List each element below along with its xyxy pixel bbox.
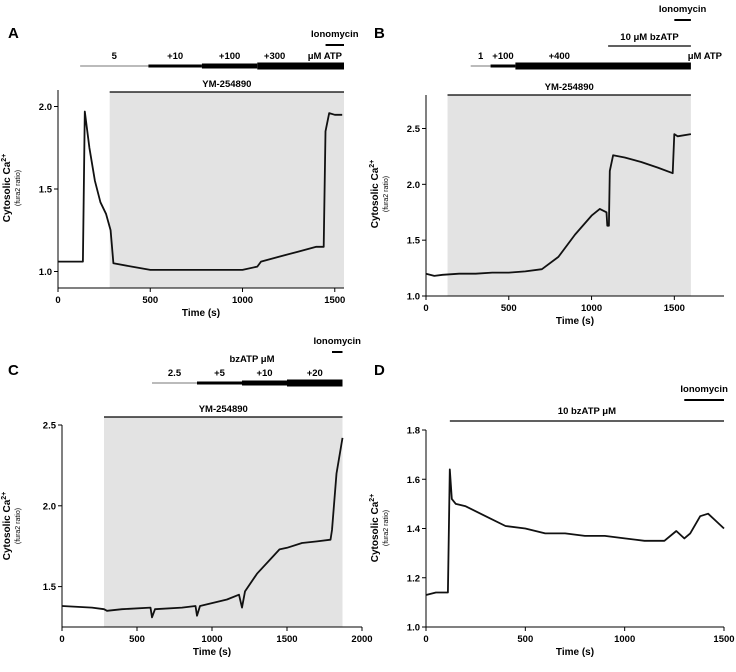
agonist-label: +20 <box>307 368 323 379</box>
x-tick-label: 1500 <box>664 303 685 314</box>
panel-b: B YM-254890 0 500 1000 1500 1.0 1.5 2.0 2.5 Time (… <box>369 4 724 327</box>
x-tick-label: 500 <box>501 303 517 314</box>
y-tick-label: 1.0 <box>39 267 52 278</box>
x-tick-label: 0 <box>423 634 428 645</box>
x-tick-label: 0 <box>59 634 64 645</box>
calcium-trace <box>58 110 343 271</box>
x-tick-label: 1500 <box>713 634 734 645</box>
panel-c: C YM-254890 0 500 1000 1500 2000 1.5 2.0 2.5 Time … <box>1 336 373 658</box>
y-tick-label: 1.6 <box>407 475 420 486</box>
y-tick-label: 1.5 <box>39 185 53 196</box>
y-tick-label: 1.8 <box>407 426 420 437</box>
x-tick-label: 0 <box>55 295 60 306</box>
y-tick-label: 1.4 <box>407 524 421 535</box>
y-axis-title: Cytosolic Ca2+ <box>1 492 13 561</box>
agonist-label: +100 <box>492 51 513 62</box>
agonist-label: 10 bzATP μM <box>558 406 616 417</box>
y-tick-label: 1.0 <box>407 292 420 303</box>
x-tick-label: 1000 <box>581 303 602 314</box>
panel-letter: B <box>374 25 385 42</box>
ionomycin-label: Ionomycin <box>659 4 707 15</box>
x-tick-label: 0 <box>423 303 428 314</box>
agonist-label: +5 <box>214 368 226 379</box>
y-axis-subtitle: (fura2 ratio) <box>15 170 22 206</box>
inhibitor-label: YM-254890 <box>545 82 594 93</box>
y-axis-title: Cytosolic Ca2+ <box>369 494 381 563</box>
y-axis-subtitle: (fura2 ratio) <box>383 176 390 212</box>
inhibitor-label: YM-254890 <box>199 404 248 415</box>
panel-letter: A <box>8 25 19 42</box>
y-tick-label: 1.5 <box>407 236 421 247</box>
x-axis-title: Time (s) <box>182 308 220 319</box>
agonist-label: 5 <box>112 51 118 62</box>
x-tick-label: 1000 <box>201 634 222 645</box>
inhibitor-label: YM-254890 <box>202 79 251 90</box>
bzatp-label: 10 μM bzATP <box>620 32 679 43</box>
x-tick-label: 1000 <box>614 634 635 645</box>
shaded-region <box>104 417 343 627</box>
y-tick-label: 2.0 <box>39 102 52 113</box>
shaded-region <box>447 95 691 296</box>
y-tick-label: 1.0 <box>407 623 420 634</box>
ionomycin-label: Ionomycin <box>313 336 361 347</box>
calcium-trace <box>61 437 344 619</box>
y-tick-label: 2.0 <box>407 180 420 191</box>
agonist-label: 2.5 <box>168 368 182 379</box>
x-tick-label: 2000 <box>351 634 372 645</box>
y-axis-subtitle: (fura2 ratio) <box>383 510 390 546</box>
y-tick-label: 1.5 <box>43 582 57 593</box>
agonist-label: 1 <box>478 51 484 62</box>
y-axis-subtitle: (fura2 ratio) <box>15 508 22 544</box>
panel-letter: D <box>374 362 385 379</box>
y-axis-title: Cytosolic Ca2+ <box>1 154 13 223</box>
agonist-unit-label: μM ATP <box>688 51 723 62</box>
agonist-label: +100 <box>219 51 240 62</box>
panel-a: A YM-254890 0 500 1000 1500 1.0 1.5 2.0 Time (s) C… <box>1 25 359 319</box>
y-tick-label: 1.2 <box>407 573 420 584</box>
ionomycin-label: Ionomycin <box>680 384 728 395</box>
x-tick-label: 1500 <box>276 634 297 645</box>
x-axis-title: Time (s) <box>556 316 594 327</box>
x-tick-label: 500 <box>517 634 533 645</box>
shaded-region <box>109 92 344 288</box>
x-axis-title: Time (s) <box>193 647 231 658</box>
agonist-label: +300 <box>264 51 285 62</box>
y-tick-label: 2.0 <box>43 501 56 512</box>
panel-d: D 0 500 1000 1500 1.0 1.2 1.4 1.6 1.8 Time (s) Cyto… <box>369 362 735 658</box>
y-tick-label: 2.5 <box>43 421 57 432</box>
agonist-title: bzATP μM <box>229 354 274 365</box>
calcium-trace <box>425 133 692 277</box>
x-tick-label: 500 <box>129 634 145 645</box>
y-tick-label: 2.5 <box>407 124 421 135</box>
x-tick-label: 1500 <box>324 295 345 306</box>
panel-letter: C <box>8 362 19 379</box>
agonist-label: +400 <box>549 51 570 62</box>
x-tick-label: 1000 <box>232 295 253 306</box>
agonist-label: +10 <box>256 368 272 379</box>
y-axis-title: Cytosolic Ca2+ <box>369 160 381 229</box>
ionomycin-label: Ionomycin <box>311 29 359 40</box>
agonist-label: +10 <box>167 51 183 62</box>
x-axis-title: Time (s) <box>556 647 594 658</box>
agonist-unit-label: μM ATP <box>308 51 343 62</box>
calcium-trace <box>425 468 725 596</box>
x-tick-label: 500 <box>142 295 158 306</box>
